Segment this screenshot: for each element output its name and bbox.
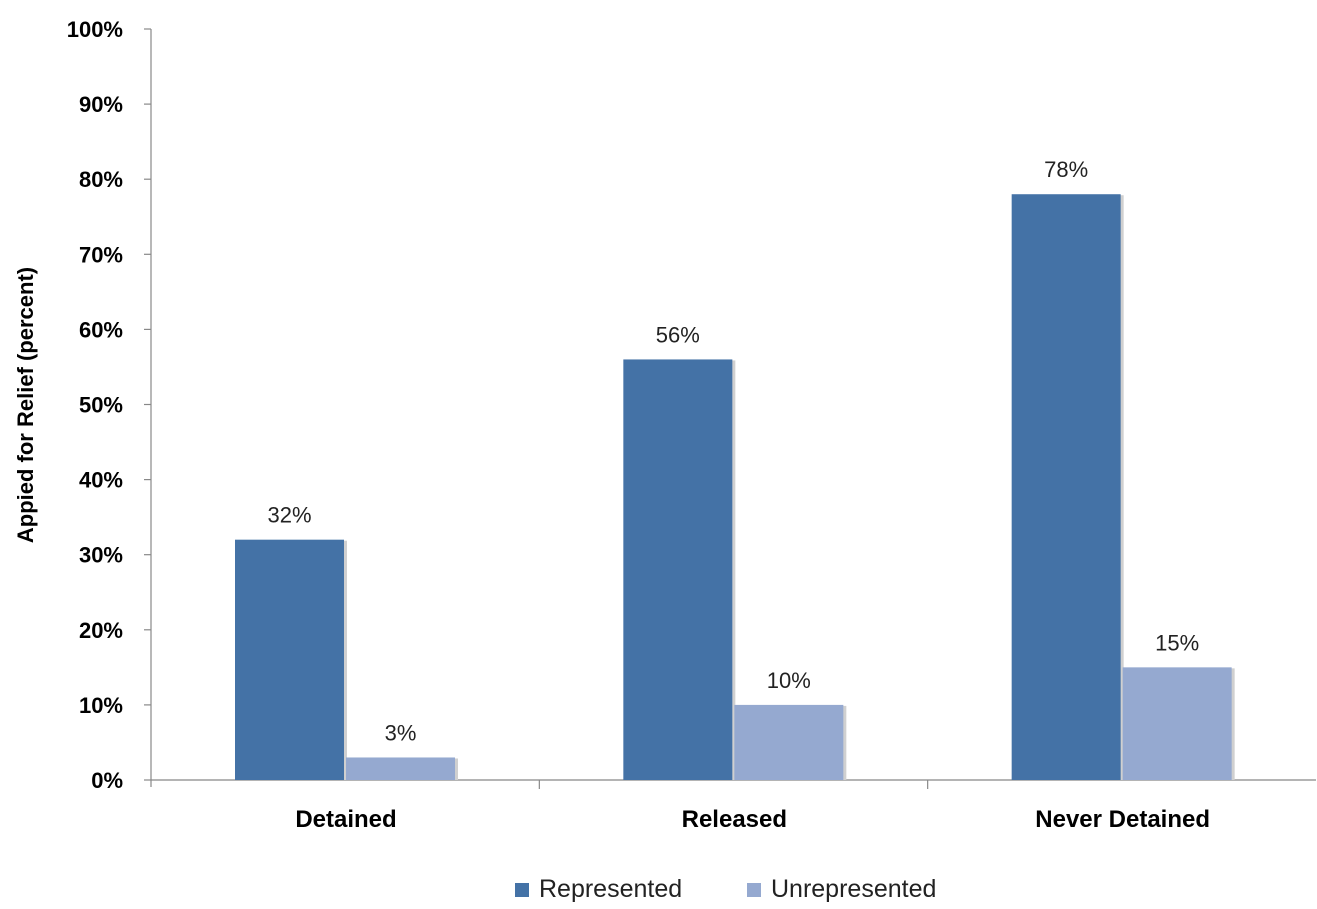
y-axis-title: Appied for Relief (percent) — [13, 267, 38, 543]
data-label: 15% — [1155, 630, 1199, 655]
y-tick-label: 100% — [67, 17, 123, 42]
bar-unrepresented — [1122, 667, 1232, 780]
bar-unrepresented — [734, 704, 844, 780]
legend-label: Unrepresented — [771, 875, 936, 903]
y-tick-label: 0% — [91, 768, 123, 793]
y-tick-label: 80% — [79, 167, 123, 192]
bar-represented — [1011, 194, 1121, 781]
y-tick-label: 60% — [79, 317, 123, 342]
bar-represented — [235, 539, 344, 780]
y-axis: 0% 10% 20% 30% 40% 50% 60% 70% 80% 90% 100% — [67, 17, 152, 793]
data-label: 10% — [767, 668, 811, 693]
y-tick-label: 90% — [79, 92, 123, 117]
x-category-label: Released — [682, 806, 787, 833]
data-label: 3% — [385, 720, 417, 745]
x-axis: Detained Released Never Detained — [151, 779, 1316, 833]
legend: Represented Unrepresented — [515, 875, 936, 903]
x-category-label: Never Detained — [1035, 806, 1210, 833]
legend-label: Represented — [539, 875, 682, 903]
bars — [235, 194, 1235, 781]
legend-swatch — [747, 883, 761, 897]
data-label: 32% — [267, 503, 311, 528]
data-label: 78% — [1044, 157, 1088, 182]
x-category-label: Detained — [295, 806, 396, 833]
data-labels: 32% 3% 56% 10% 78% 15% — [267, 157, 1199, 745]
bar-unrepresented — [346, 757, 455, 780]
y-tick-label: 20% — [79, 618, 123, 643]
y-tick-label: 30% — [79, 543, 123, 568]
legend-swatch — [515, 883, 529, 897]
y-tick-label: 70% — [79, 242, 123, 267]
data-label: 56% — [656, 322, 700, 347]
y-tick-label: 50% — [79, 393, 123, 418]
bar-represented — [623, 359, 733, 780]
y-tick-label: 10% — [79, 693, 123, 718]
y-tick-label: 40% — [79, 468, 123, 493]
